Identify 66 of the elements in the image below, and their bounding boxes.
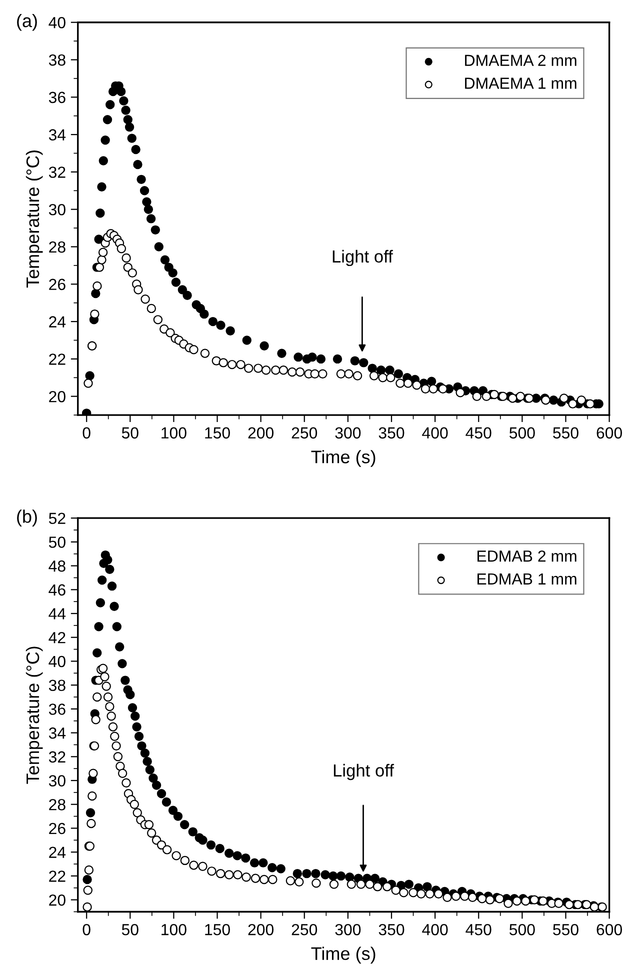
x-tick-label: 200 <box>248 427 274 439</box>
annotation: Light off <box>332 250 393 266</box>
x-tick-label: 500 <box>509 427 535 439</box>
y-tick-label: 28 <box>49 799 66 810</box>
x-tick-label: 150 <box>205 924 230 936</box>
x-tick-label: 0 <box>82 924 90 936</box>
y-axis-title: Temperature (°C) <box>26 646 43 784</box>
x-tick-label: 550 <box>553 427 578 439</box>
y-tick-label: 34 <box>48 129 66 140</box>
y-axis-title: Temperature (°C) <box>26 150 43 288</box>
y-tick-label: 30 <box>48 204 66 216</box>
x-tick-label: 350 <box>378 427 404 439</box>
y-tick-label: 20 <box>49 390 66 402</box>
y-tick-label: 44 <box>48 608 66 620</box>
y-tick-label: 48 <box>48 560 66 572</box>
x-axis-title: Time (s) <box>311 946 376 964</box>
legend-label: EDMAB 2 mm <box>477 550 576 562</box>
y-tick-label: 42 <box>48 632 66 644</box>
y-tick-label: 50 <box>48 536 66 548</box>
y-tick-label: 32 <box>48 166 66 178</box>
y-tick-label: 40 <box>48 656 66 668</box>
y-tick-label: 36 <box>48 92 66 104</box>
x-tick-label: 50 <box>122 924 138 936</box>
annotation: Light off <box>334 764 394 780</box>
legend-label: EDMAB 1 mm <box>477 573 576 584</box>
x-tick-label: 250 <box>292 427 318 439</box>
y-tick-label: 38 <box>48 680 66 692</box>
y-tick-label: 22 <box>49 354 66 365</box>
x-tick-label: 150 <box>205 427 230 439</box>
x-tick-label: 300 <box>335 924 361 936</box>
y-tick-label: 52 <box>48 512 66 524</box>
x-tick-label: 0 <box>82 427 90 439</box>
x-tick-label: 100 <box>162 924 186 936</box>
y-tick-label: 38 <box>48 54 66 66</box>
y-tick-label: 20 <box>49 894 66 906</box>
x-tick-label: 450 <box>466 924 492 936</box>
y-tick-label: 24 <box>49 316 66 328</box>
x-tick-label: 250 <box>292 924 318 936</box>
x-tick-label: 100 <box>162 427 186 439</box>
x-tick-label: 50 <box>122 427 138 439</box>
x-tick-label: 600 <box>596 427 622 439</box>
x-axis-title: Time (s) <box>311 450 376 467</box>
y-tick-label: 46 <box>48 584 66 596</box>
x-tick-label: 400 <box>422 924 448 936</box>
legend-label: DMAEMA 2 mm <box>465 54 576 66</box>
y-tick-label: 34 <box>48 727 66 739</box>
y-tick-label: 24 <box>49 846 66 858</box>
y-tick-label: 36 <box>48 704 66 715</box>
y-tick-label: 22 <box>49 870 66 882</box>
x-tick-label: 500 <box>509 924 535 936</box>
legend-label: DMAEMA 1 mm <box>465 78 576 89</box>
chart-title: (b) <box>17 510 37 526</box>
x-tick-label: 350 <box>378 924 404 936</box>
y-tick-label: 28 <box>49 241 66 253</box>
y-tick-label: 26 <box>49 822 66 834</box>
x-tick-label: 200 <box>248 924 274 936</box>
x-tick-label: 450 <box>466 427 492 439</box>
x-tick-label: 400 <box>422 427 448 439</box>
y-tick-label: 30 <box>48 775 66 786</box>
chart-title: (a) <box>17 14 37 31</box>
y-tick-label: 40 <box>48 16 66 28</box>
x-tick-label: 300 <box>335 427 361 439</box>
x-tick-label: 550 <box>553 924 578 936</box>
x-tick-label: 600 <box>596 924 622 936</box>
y-tick-label: 26 <box>49 278 66 290</box>
y-tick-label: 32 <box>48 751 66 763</box>
